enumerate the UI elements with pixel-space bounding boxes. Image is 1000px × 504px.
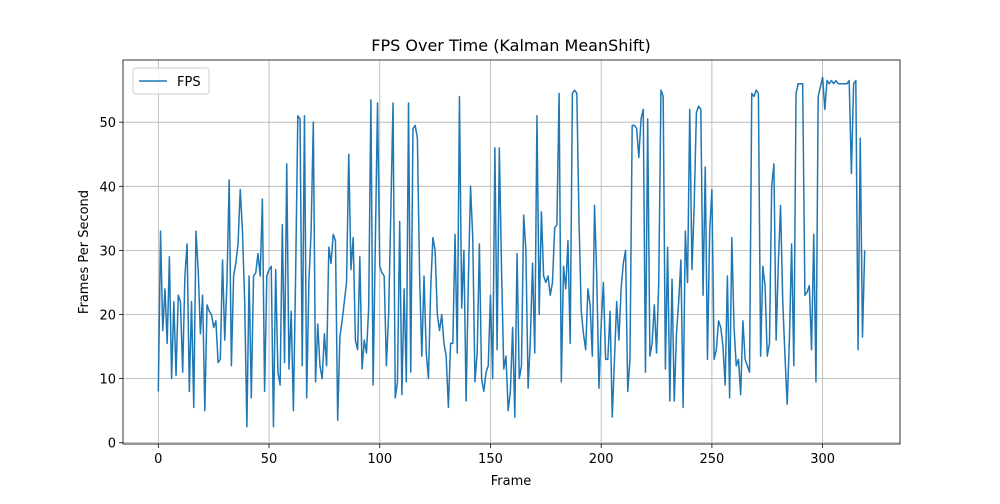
chart-title: FPS Over Time (Kalman MeanShift) <box>371 36 650 55</box>
y-tick-label: 50 <box>99 116 116 131</box>
x-tick-label: 100 <box>367 452 392 467</box>
x-tick-label: 250 <box>699 452 724 467</box>
x-axis-label: Frame <box>491 474 532 489</box>
data-line <box>157 76 866 428</box>
x-tick-label: 300 <box>810 452 835 467</box>
y-axis-label: Frames Per Second <box>77 190 92 314</box>
legend-label: FPS <box>177 75 201 90</box>
legend: FPS <box>132 67 210 95</box>
y-tick-label: 30 <box>99 244 116 259</box>
y-tick-label: 20 <box>99 309 116 324</box>
x-tick-label: 150 <box>478 452 503 467</box>
axes-frame <box>122 59 901 445</box>
x-tick-label: 200 <box>589 452 614 467</box>
y-tick-label: 40 <box>99 180 116 195</box>
x-tick-label: 50 <box>261 452 278 467</box>
y-tick-label: 0 <box>108 437 116 452</box>
x-tick-label: 0 <box>154 452 162 467</box>
y-tick-label: 10 <box>99 373 116 388</box>
legend-box <box>132 67 210 95</box>
